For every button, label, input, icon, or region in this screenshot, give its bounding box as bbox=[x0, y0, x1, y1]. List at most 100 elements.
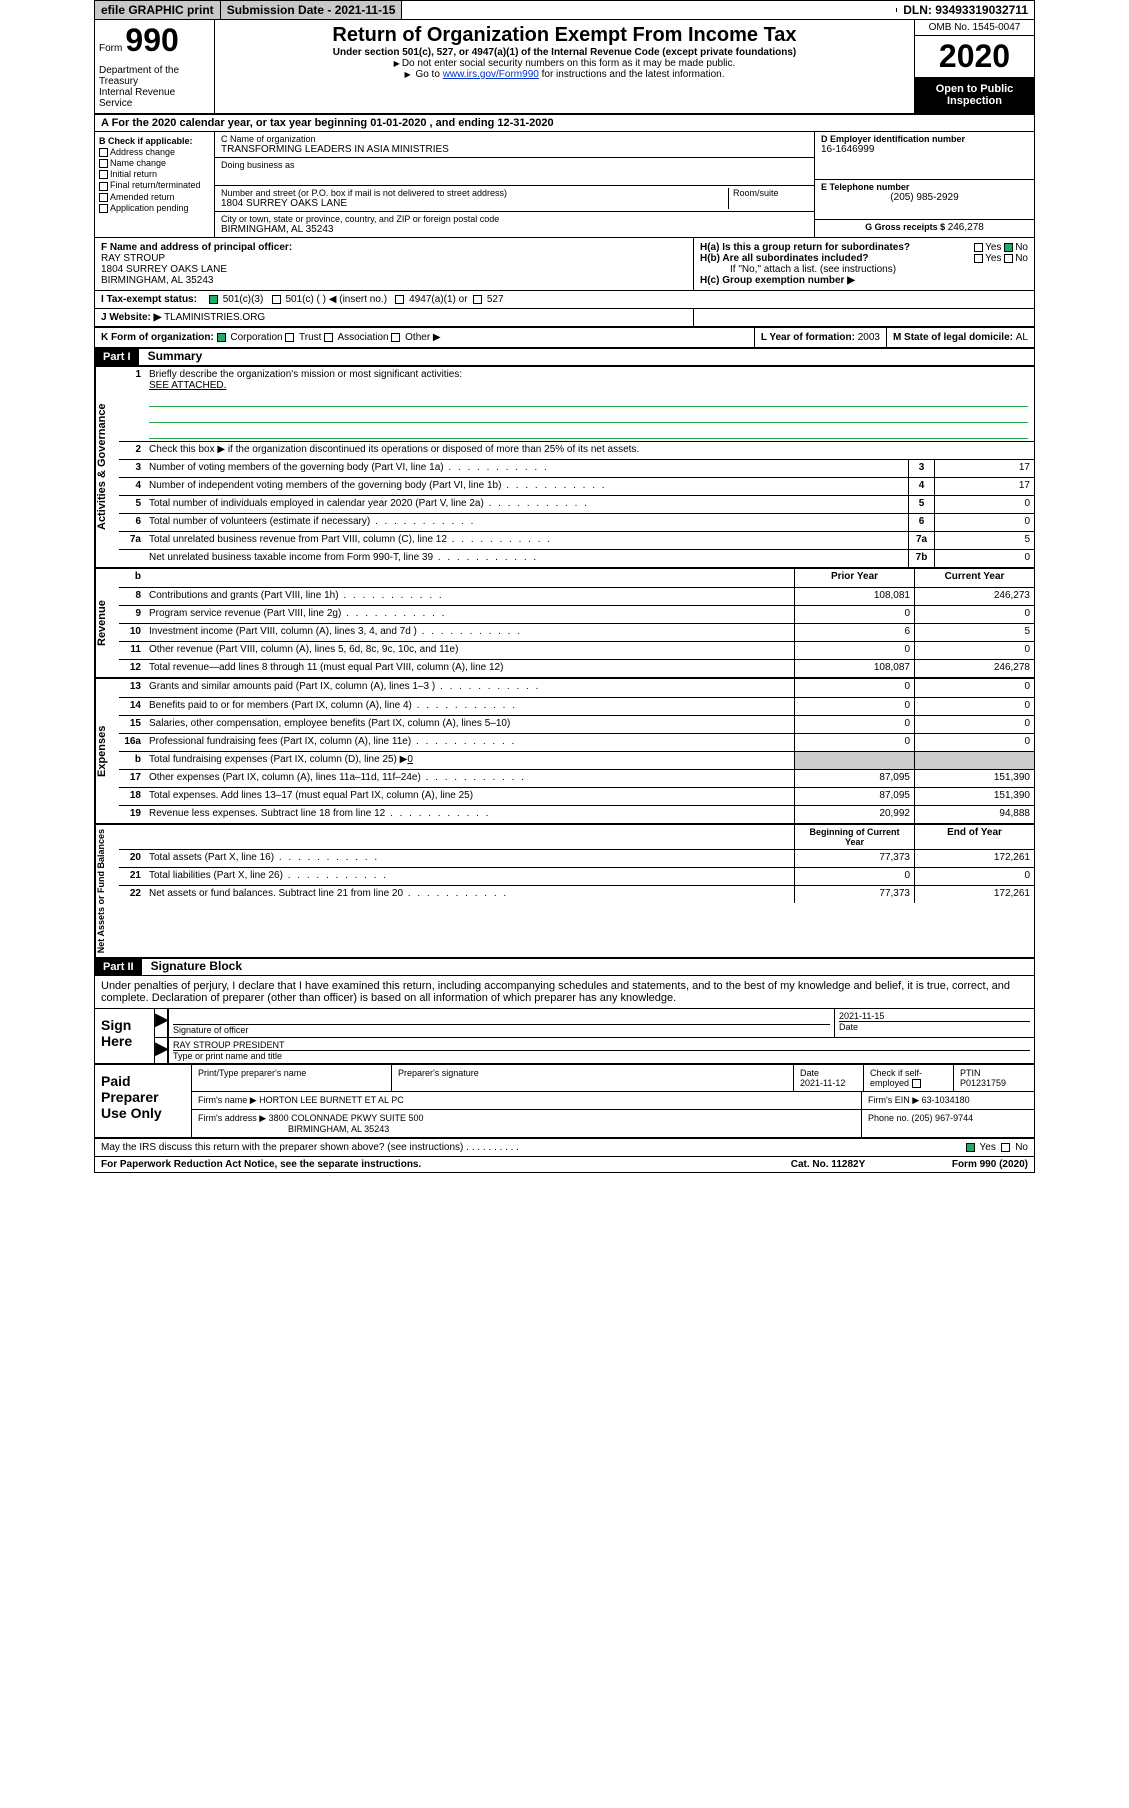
sign-date-value: 2021-11-15 bbox=[839, 1011, 1030, 1022]
firm-address: 3800 COLONNADE PKWY SUITE 500 bbox=[269, 1113, 424, 1123]
hb-note: If "No," attach a list. (see instruction… bbox=[700, 264, 1028, 275]
ptin-value: P01231759 bbox=[960, 1078, 1006, 1088]
city-value: BIRMINGHAM, AL 35243 bbox=[221, 224, 808, 235]
firm-name: HORTON LEE BURNETT ET AL PC bbox=[259, 1095, 404, 1105]
part2-tag: Part II bbox=[95, 959, 142, 975]
checkbox-app-pending[interactable] bbox=[99, 204, 108, 213]
phone-value: (205) 985-2929 bbox=[821, 192, 1028, 203]
part1-header: Part I Summary bbox=[95, 349, 1034, 367]
topbar-spacer bbox=[402, 8, 897, 12]
header-center: Return of Organization Exempt From Incom… bbox=[215, 20, 914, 113]
officer-name: RAY STROUP bbox=[101, 253, 687, 264]
section-governance: Activities & Governance 1Briefly describ… bbox=[95, 367, 1034, 569]
column-c-org: C Name of organization TRANSFORMING LEAD… bbox=[215, 132, 814, 237]
side-governance: Activities & Governance bbox=[95, 367, 119, 567]
signature-intro: Under penalties of perjury, I declare th… bbox=[95, 976, 1034, 1009]
col-beginning: Beginning of Current Year bbox=[794, 825, 914, 849]
line7a-val: 5 bbox=[934, 532, 1034, 549]
form-subtitle: Under section 501(c), 527, or 4947(a)(1)… bbox=[223, 47, 906, 58]
discuss-row: May the IRS discuss this return with the… bbox=[95, 1139, 1034, 1157]
line6-val: 0 bbox=[934, 514, 1034, 531]
col-end: End of Year bbox=[914, 825, 1034, 849]
checkbox-address-change[interactable] bbox=[99, 148, 108, 157]
irs-link[interactable]: www.irs.gov/Form990 bbox=[443, 69, 539, 80]
top-bar: efile GRAPHIC print Submission Date - 20… bbox=[95, 1, 1034, 20]
part1-title: Summary bbox=[142, 347, 209, 365]
section-expenses: Expenses 13Grants and similar amounts pa… bbox=[95, 679, 1034, 825]
officer-name-value: RAY STROUP PRESIDENT bbox=[173, 1040, 1030, 1051]
room-label: Room/suite bbox=[733, 188, 808, 198]
checkbox-other[interactable] bbox=[391, 333, 400, 342]
checkbox-527[interactable] bbox=[473, 295, 482, 304]
paid-preparer-block: Paid Preparer Use Only Print/Type prepar… bbox=[95, 1065, 1034, 1139]
form-of-org: K Form of organization: ✔ Corporation Tr… bbox=[95, 328, 754, 347]
checkbox-ha-yes[interactable] bbox=[974, 243, 983, 252]
tax-year: 2020 bbox=[915, 36, 1034, 77]
status-label: I Tax-exempt status: bbox=[95, 291, 203, 308]
open-to-public: Open to Public Inspection bbox=[915, 77, 1034, 113]
side-net-assets: Net Assets or Fund Balances bbox=[95, 825, 119, 957]
line4-val: 17 bbox=[934, 478, 1034, 495]
line7b-val: 0 bbox=[934, 550, 1034, 567]
column-d-ein: D Employer identification number 16-1646… bbox=[814, 132, 1034, 237]
year-formation: L Year of formation: 2003 bbox=[754, 328, 886, 347]
checkbox-name-change[interactable] bbox=[99, 159, 108, 168]
officer-signature-line[interactable] bbox=[173, 1011, 830, 1025]
checkbox-501c[interactable] bbox=[272, 295, 281, 304]
checkbox-hb-yes[interactable] bbox=[974, 254, 983, 263]
checkbox-final-return[interactable] bbox=[99, 182, 108, 191]
phone-label: E Telephone number bbox=[821, 182, 1028, 192]
col-prior-year: Prior Year bbox=[794, 569, 914, 587]
footer-final: For Paperwork Reduction Act Notice, see … bbox=[95, 1157, 1034, 1172]
efile-print-button[interactable]: efile GRAPHIC print bbox=[95, 1, 221, 19]
checkbox-4947[interactable] bbox=[395, 295, 404, 304]
checkbox-corp[interactable]: ✔ bbox=[217, 333, 226, 342]
checkbox-hb-no[interactable] bbox=[1004, 254, 1013, 263]
klm-row: K Form of organization: ✔ Corporation Tr… bbox=[95, 328, 1034, 349]
org-name: TRANSFORMING LEADERS IN ASIA MINISTRIES bbox=[221, 144, 808, 155]
firm-phone: (205) 967-9744 bbox=[912, 1113, 974, 1123]
form-title: Return of Organization Exempt From Incom… bbox=[223, 24, 906, 47]
firm-city: BIRMINGHAM, AL 35243 bbox=[198, 1124, 389, 1134]
status-options: ✔ 501(c)(3) 501(c) ( ) ◀ (insert no.) 49… bbox=[203, 291, 1034, 308]
dba-label: Doing business as bbox=[221, 160, 808, 170]
checkbox-501c3[interactable]: ✔ bbox=[209, 295, 218, 304]
checkbox-discuss-no[interactable] bbox=[1001, 1143, 1010, 1152]
group-return: H(a) Is this a group return for subordin… bbox=[694, 238, 1034, 290]
header-left: Form 990 Department of the Treasury Inte… bbox=[95, 20, 215, 113]
checkbox-trust[interactable] bbox=[285, 333, 294, 342]
checkbox-discuss-yes[interactable]: ✔ bbox=[966, 1143, 975, 1152]
tax-exempt-row: I Tax-exempt status: ✔ 501(c)(3) 501(c) … bbox=[95, 291, 1034, 309]
gross-label: G Gross receipts $ bbox=[865, 222, 948, 232]
col-current-year: Current Year bbox=[914, 569, 1034, 587]
col-b-header: B Check if applicable: bbox=[99, 136, 210, 146]
name-title-label: Type or print name and title bbox=[173, 1051, 1030, 1061]
checkbox-amended[interactable] bbox=[99, 193, 108, 202]
city-label: City or town, state or province, country… bbox=[221, 214, 808, 224]
signature-caret-icon: ▶ bbox=[155, 1009, 169, 1037]
checkbox-self-employed[interactable] bbox=[912, 1079, 921, 1088]
street-label: Number and street (or P.O. box if mail i… bbox=[221, 188, 728, 198]
checkbox-assoc[interactable] bbox=[324, 333, 333, 342]
note-goto: Go to www.irs.gov/Form990 for instructio… bbox=[223, 69, 906, 80]
prep-date: 2021-11-12 bbox=[800, 1078, 845, 1088]
signature-label: Signature of officer bbox=[173, 1025, 830, 1035]
dln: DLN: 93493319032711 bbox=[897, 1, 1034, 19]
officer-addr2: BIRMINGHAM, AL 35243 bbox=[101, 275, 687, 286]
mission-text: SEE ATTACHED. bbox=[149, 380, 226, 391]
submission-date-label: Submission Date - 2021-11-15 bbox=[221, 1, 403, 19]
hc-right-spacer bbox=[694, 309, 1034, 326]
part2-title: Signature Block bbox=[145, 957, 248, 975]
paperwork-notice: For Paperwork Reduction Act Notice, see … bbox=[101, 1159, 748, 1170]
street-value: 1804 SURREY OAKS LANE bbox=[221, 198, 728, 209]
header-right: OMB No. 1545-0047 2020 Open to Public In… bbox=[914, 20, 1034, 113]
checkbox-initial-return[interactable] bbox=[99, 170, 108, 179]
website-value: TLAMINISTRIES.ORG bbox=[164, 312, 265, 323]
ein-label: D Employer identification number bbox=[821, 134, 1028, 144]
form-footer-num: Form 990 (2020) bbox=[908, 1159, 1028, 1170]
checkbox-ha-no[interactable]: ✔ bbox=[1004, 243, 1013, 252]
info-grid: B Check if applicable: Address change Na… bbox=[95, 132, 1034, 238]
sign-here-block: Sign Here ▶ Signature of officer 2021-11… bbox=[95, 1009, 1034, 1065]
form-number: 990 bbox=[125, 22, 178, 58]
ein-value: 16-1646999 bbox=[821, 144, 1028, 155]
